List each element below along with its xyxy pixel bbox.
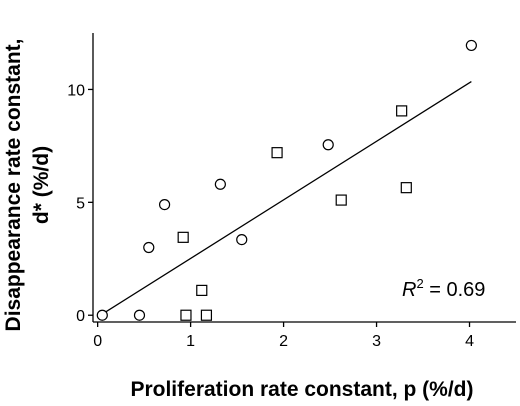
square-point (196, 284, 208, 296)
r-symbol: R (402, 279, 416, 301)
regression-line (101, 80, 472, 315)
square-point (271, 147, 283, 159)
x-tick-label: 2 (279, 333, 288, 350)
x-tick-label: 4 (465, 333, 474, 350)
ticks: 0 1 2 3 4 0 5 10 (67, 82, 474, 350)
axes (92, 33, 516, 323)
square-point (400, 182, 412, 194)
square-point (177, 231, 189, 243)
r-superscript: 2 (416, 276, 423, 291)
square-point (200, 309, 213, 321)
x-axis-title: Proliferation rate constant, p (%/d) (130, 378, 473, 401)
circle-point (96, 309, 108, 321)
y-axis-title-line-1: Disappearance rate constant, (2, 39, 25, 332)
x-tick-label: 3 (372, 333, 381, 350)
y-axis-title-line-2: d* (%/d) (30, 146, 53, 224)
data-points (96, 39, 477, 321)
square-point (180, 309, 192, 321)
r-value: = 0.69 (424, 279, 486, 301)
circle-point (214, 178, 226, 190)
y-tick-label: 0 (76, 308, 85, 325)
circle-point (465, 39, 477, 52)
circle-point (143, 241, 155, 254)
y-tick-label: 10 (67, 82, 85, 99)
circle-point (133, 309, 146, 321)
x-tick-label: 1 (186, 333, 195, 350)
x-tick-label: 0 (93, 333, 102, 350)
y-tick-label: 5 (76, 195, 85, 212)
circle-point (236, 233, 248, 246)
circle-point (158, 198, 171, 211)
r-squared-annotation: R2 = 0.69 (402, 276, 485, 301)
square-point (335, 194, 347, 206)
square-point (396, 105, 408, 117)
circle-point (322, 139, 334, 151)
